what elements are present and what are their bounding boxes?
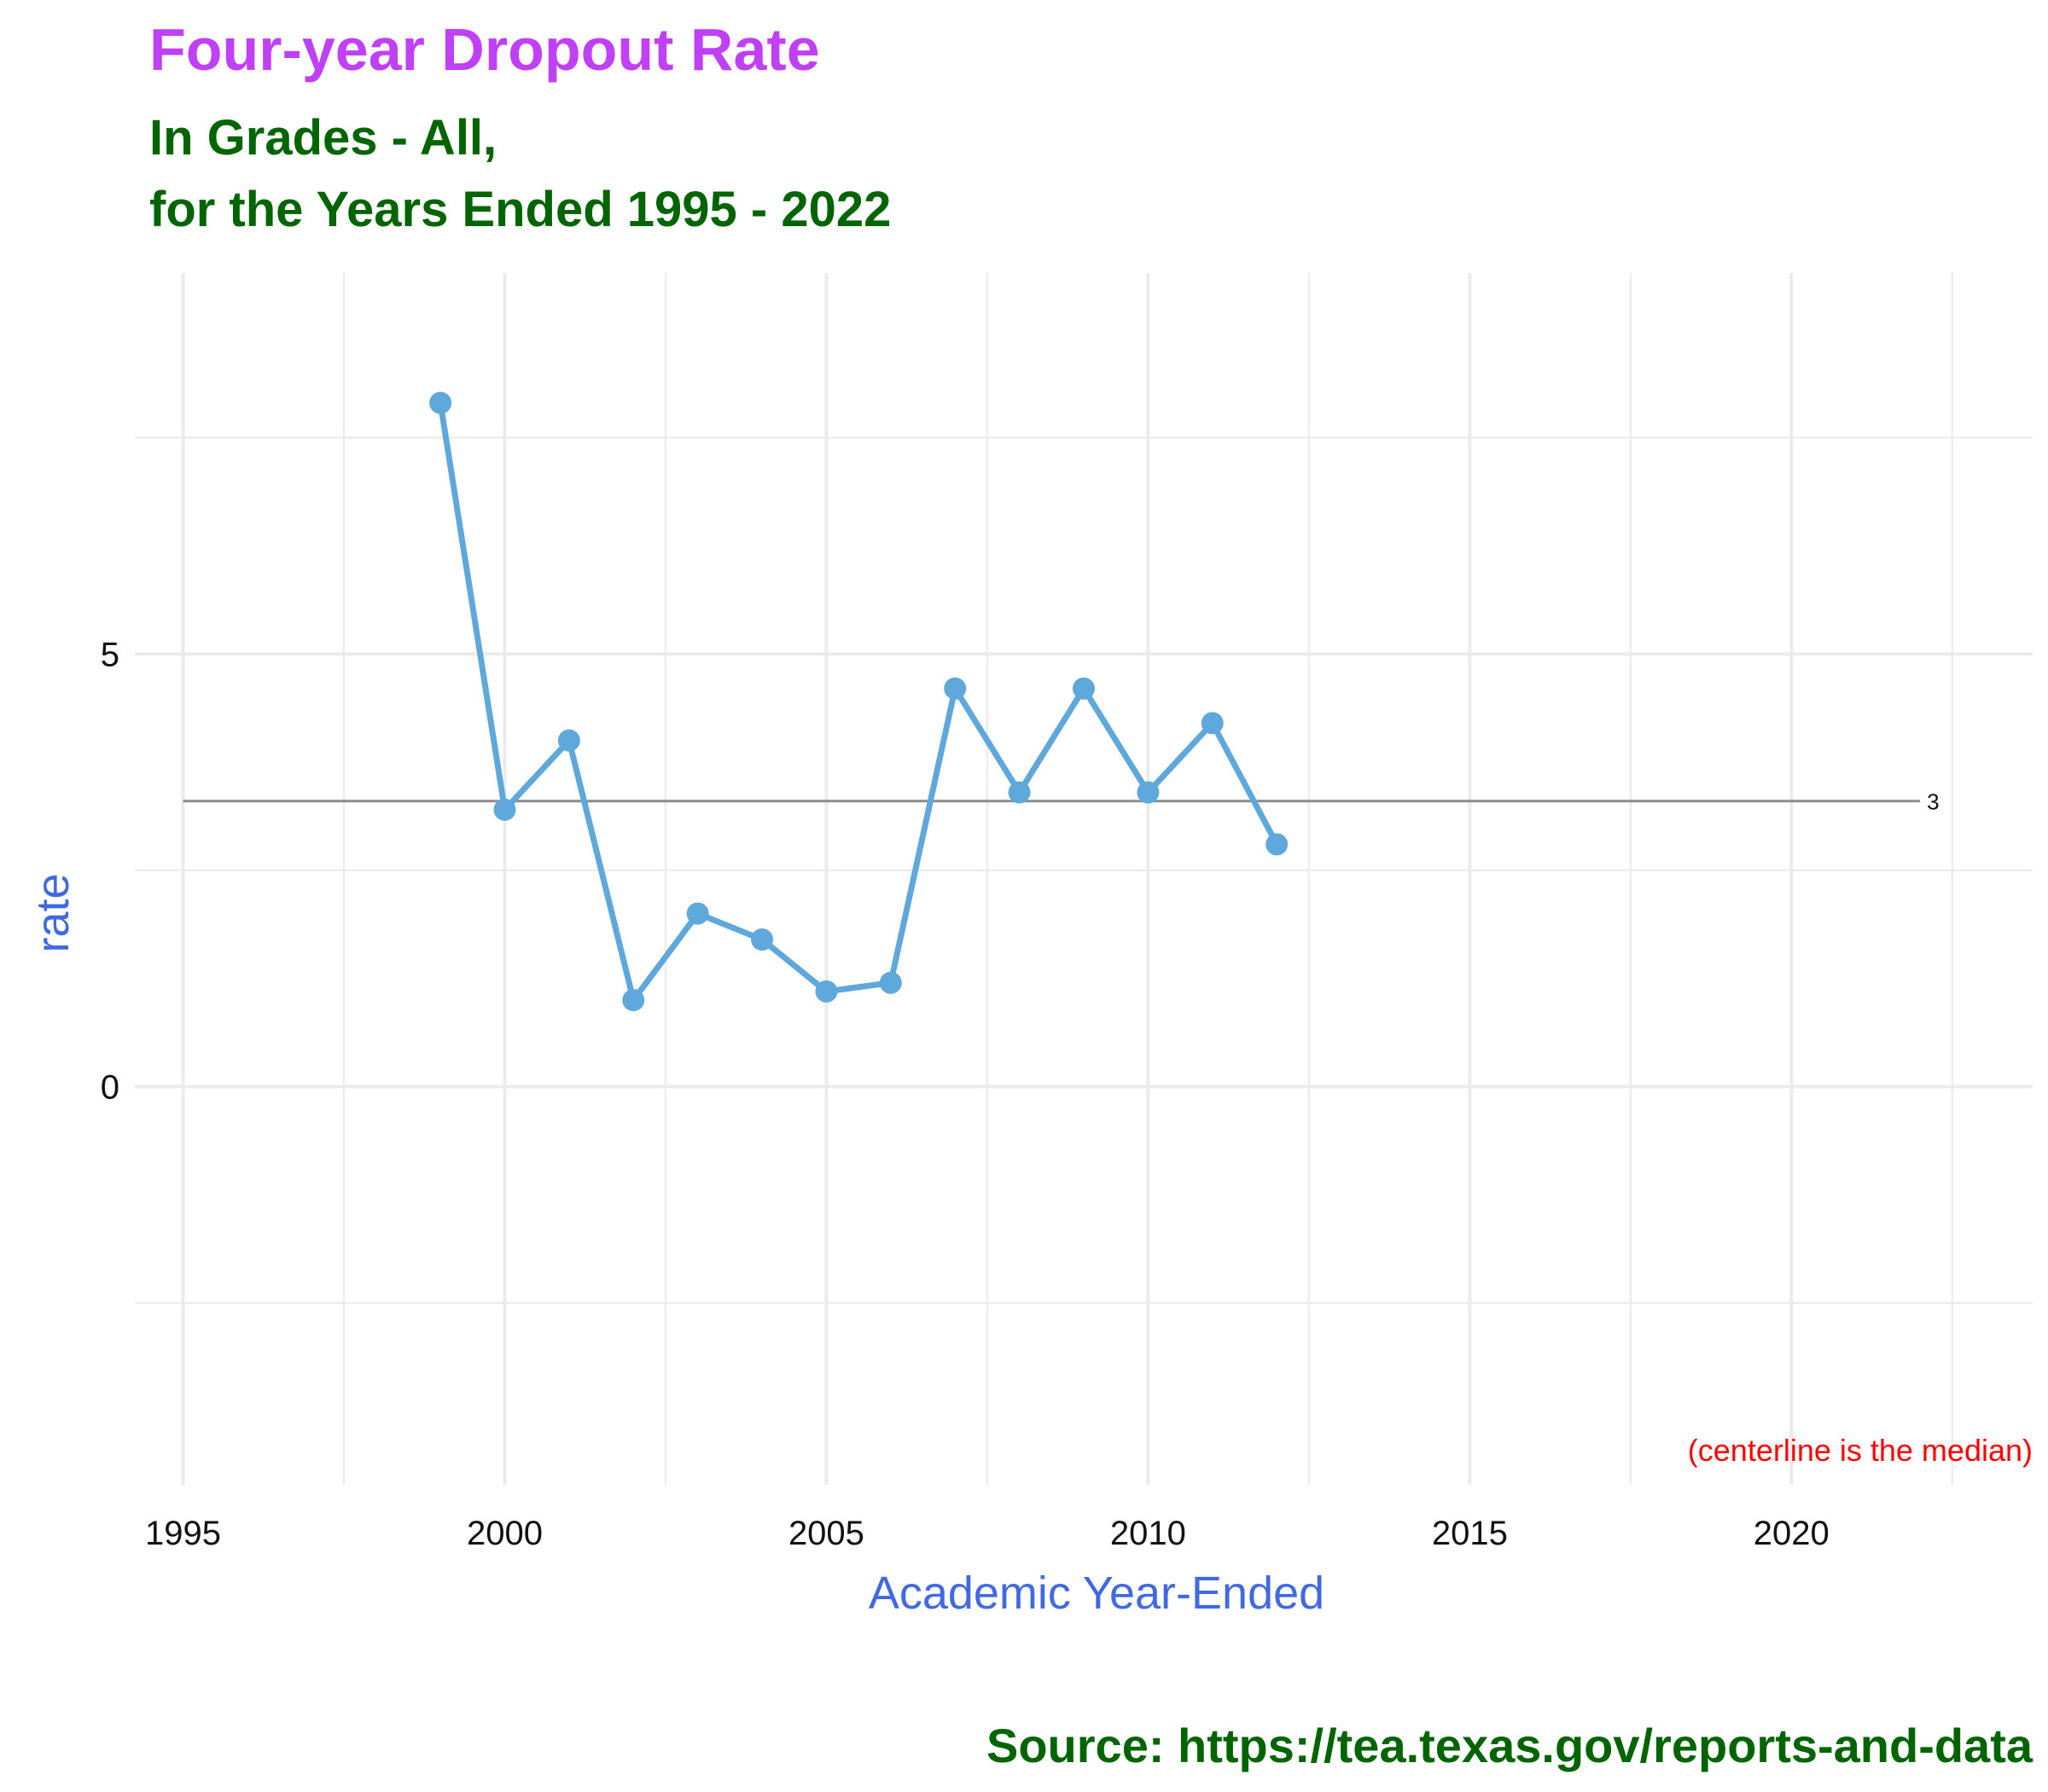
source-caption: Source: https://tea.texas.gov/reports-an… bbox=[986, 1719, 2033, 1772]
x-axis-title: Academic Year-Ended bbox=[869, 1568, 1324, 1619]
data-point bbox=[686, 902, 709, 925]
median-value-label: 3 bbox=[1927, 789, 1939, 815]
x-tick-label: 2015 bbox=[1432, 1515, 1508, 1552]
median-centerline-group: 3 bbox=[183, 789, 1940, 815]
y-tick-label: 5 bbox=[101, 636, 119, 673]
series-line bbox=[437, 399, 1280, 1004]
y-tick-label: 0 bbox=[101, 1068, 119, 1106]
x-tick-label: 2000 bbox=[467, 1515, 543, 1552]
data-point bbox=[944, 677, 967, 700]
data-point bbox=[1073, 677, 1095, 700]
data-point bbox=[751, 928, 774, 951]
minor-gridlines bbox=[135, 273, 2033, 1485]
data-point bbox=[622, 989, 645, 1011]
data-point bbox=[1137, 781, 1160, 804]
x-tick-label: 2005 bbox=[788, 1515, 864, 1552]
data-point bbox=[1201, 712, 1224, 735]
axis-tick-labels: 1995 2000 2005 2010 2015 2020 0 5 bbox=[101, 636, 1830, 1552]
x-tick-label: 2020 bbox=[1754, 1515, 1830, 1552]
data-point bbox=[429, 392, 452, 415]
data-point bbox=[1008, 781, 1031, 804]
data-point bbox=[493, 798, 516, 821]
data-point bbox=[1265, 833, 1289, 856]
data-point bbox=[557, 729, 580, 752]
chart-subtitle-line-2: for the Years Ended 1995 - 2022 bbox=[149, 182, 892, 237]
data-point bbox=[879, 971, 902, 994]
data-point bbox=[815, 980, 838, 1003]
x-tick-label: 2010 bbox=[1110, 1515, 1186, 1552]
median-note: (centerline is the median) bbox=[1688, 1433, 2033, 1468]
chart-subtitle-line-1: In Grades - All, bbox=[149, 110, 497, 166]
data-series bbox=[429, 392, 1289, 1011]
y-axis-title: rate bbox=[27, 873, 79, 952]
x-tick-label: 1995 bbox=[145, 1515, 221, 1552]
major-gridlines bbox=[135, 273, 2033, 1485]
chart-title: Four-year Dropout Rate bbox=[149, 16, 820, 83]
